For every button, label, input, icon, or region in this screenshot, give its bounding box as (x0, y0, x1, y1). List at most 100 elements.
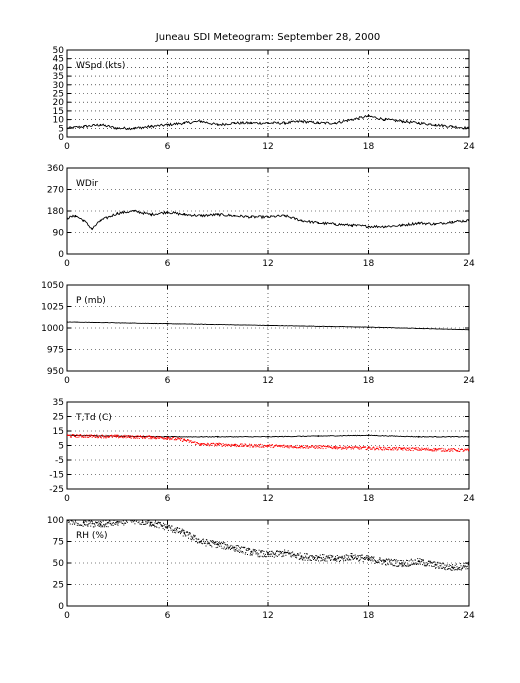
data-point (133, 210, 135, 212)
data-dot (140, 520, 142, 521)
data-dot (222, 543, 224, 545)
data-dot (356, 446, 358, 448)
data-dot (407, 449, 409, 451)
data-dot (318, 560, 319, 562)
data-dot (105, 526, 107, 528)
data-dot (335, 559, 337, 561)
data-dot (202, 443, 204, 445)
data-dot (153, 436, 155, 438)
data-dot (459, 449, 461, 451)
data-dot (95, 436, 97, 438)
data-dot (278, 554, 280, 556)
data-dot (76, 434, 78, 436)
data-dot (200, 444, 202, 446)
data-dot (191, 539, 193, 541)
data-dot (288, 445, 290, 447)
data-dot (379, 446, 381, 448)
data-dot (264, 445, 266, 446)
data-dot (446, 564, 448, 566)
data-dot (461, 448, 463, 450)
y-tick-label: 35 (53, 72, 64, 82)
data-dot (389, 563, 391, 565)
data-dot (70, 518, 71, 519)
data-dot (76, 524, 78, 526)
y-tick-label: 180 (47, 207, 64, 217)
data-dot (205, 443, 207, 445)
data-dot (440, 562, 441, 564)
data-dot (299, 446, 300, 448)
data-dot (206, 444, 207, 446)
data-dot (395, 562, 397, 564)
data-dot (413, 447, 415, 449)
data-dot (153, 437, 155, 439)
data-dot (255, 444, 257, 446)
data-dot (305, 555, 307, 557)
data-dot (273, 446, 275, 448)
data-dot (85, 520, 87, 521)
data-dot (280, 553, 282, 555)
data-dot (206, 539, 208, 541)
panel-label: T,Td (C) (75, 413, 112, 423)
data-point (67, 434, 68, 437)
data-dot (452, 564, 453, 566)
data-dot (132, 518, 133, 519)
data-dot (356, 558, 358, 559)
data-dot (156, 438, 157, 440)
data-dot (405, 565, 407, 566)
data-dot (170, 438, 172, 440)
data-dot (365, 556, 367, 558)
data-dot (460, 449, 462, 450)
data-dot (421, 448, 423, 450)
data-dot (250, 444, 252, 446)
y-tick-label: 15 (53, 107, 64, 117)
data-dot (456, 450, 458, 452)
data-dot (434, 561, 436, 563)
y-tick-label: 10 (53, 116, 65, 126)
data-point (384, 118, 387, 121)
data-point (434, 448, 437, 451)
data-dot (415, 448, 417, 450)
data-dot (126, 435, 128, 437)
data-dot (432, 450, 434, 452)
data-dot (424, 563, 426, 565)
data-dot (428, 565, 430, 567)
data-point (317, 556, 320, 558)
data-dot (383, 559, 385, 561)
data-dot (412, 563, 414, 565)
data-dot (400, 448, 402, 450)
data-dot (207, 541, 209, 543)
data-point (200, 443, 202, 445)
data-dot (109, 520, 111, 522)
data-dot (84, 524, 86, 526)
data-dot (410, 450, 412, 451)
data-dot (454, 567, 456, 569)
data-dot (345, 447, 346, 449)
data-dot (416, 447, 418, 449)
data-dot (208, 445, 210, 447)
data-dot (329, 557, 331, 559)
data-dot (272, 555, 273, 557)
data-dot (258, 446, 260, 448)
data-dot (334, 560, 336, 561)
y-tick-label: 40 (53, 63, 65, 73)
data-dot (96, 436, 98, 438)
data-dot (308, 447, 310, 449)
data-dot (215, 547, 217, 549)
data-dot (282, 555, 284, 557)
data-dot (267, 552, 269, 554)
data-point (300, 120, 303, 123)
data-dot (309, 555, 311, 557)
data-dot (346, 448, 348, 450)
data-dot (316, 446, 318, 448)
data-dot (71, 520, 73, 522)
data-dot (453, 448, 455, 450)
data-dot (449, 568, 451, 570)
data-dot (443, 567, 445, 569)
data-dot (242, 552, 244, 554)
data-dot (353, 447, 355, 449)
data-point (267, 216, 269, 218)
data-dot (454, 449, 456, 451)
data-dot (73, 434, 75, 436)
